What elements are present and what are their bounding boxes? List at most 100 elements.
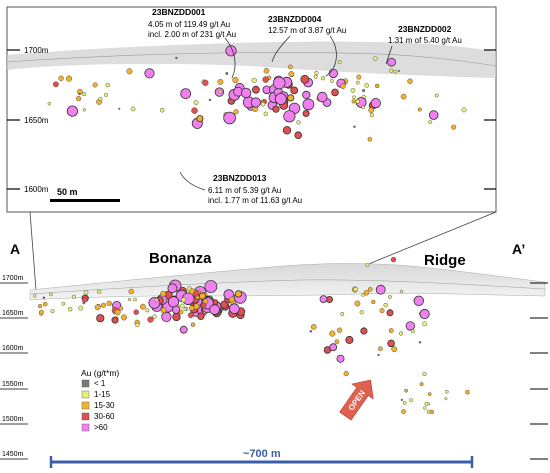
callout-line: incl. 2.00 m of 231 g/t Au xyxy=(148,30,236,39)
assay-point xyxy=(229,303,240,315)
assay-point xyxy=(337,327,343,333)
assay-point xyxy=(355,99,360,104)
callout-23bnzdd013: 23BNZDD013 6.11 m of 5.39 g/t Au incl. 1… xyxy=(179,171,302,205)
assay-point xyxy=(232,76,239,84)
assay-point xyxy=(345,335,354,344)
assay-point xyxy=(42,301,48,307)
assay-point xyxy=(336,354,345,363)
assay-point xyxy=(179,325,188,334)
assay-point xyxy=(197,312,205,320)
assay-point xyxy=(128,288,134,295)
callout-23bnzdd004: 23BNZDD004 12.57 m of 3.87 g/t Au xyxy=(268,14,346,77)
assay-point xyxy=(329,79,334,83)
assay-point xyxy=(387,339,395,348)
assay-point xyxy=(424,401,429,406)
assay-point xyxy=(434,93,439,98)
assay-point xyxy=(92,82,98,88)
assay-point xyxy=(388,328,394,333)
assay-point xyxy=(47,101,51,106)
assay-point xyxy=(160,307,167,314)
assay-point xyxy=(225,72,229,75)
assay-point xyxy=(49,292,53,297)
assay-point xyxy=(373,56,378,61)
callout-line: 12.57 m of 3.87 g/t Au xyxy=(268,26,346,35)
assay-point xyxy=(404,388,408,393)
elev-label-1550: 1550m xyxy=(2,381,24,388)
main-section: A A’ Bonanza Ridge 1700m 1650m 1600m 155… xyxy=(0,241,548,468)
assay-point xyxy=(294,131,303,140)
assay-point xyxy=(369,112,374,118)
assay-point xyxy=(240,87,252,99)
assay-point xyxy=(159,108,165,113)
assay-point xyxy=(302,98,315,111)
assay-point xyxy=(262,76,269,83)
width-scale: ~700 m xyxy=(49,448,474,468)
assay-point xyxy=(354,300,361,307)
assay-point xyxy=(287,94,295,102)
assay-point xyxy=(290,86,299,95)
assay-point xyxy=(152,314,157,319)
assay-point xyxy=(250,97,261,108)
assay-point xyxy=(399,331,404,336)
assay-point xyxy=(313,74,318,79)
assay-point xyxy=(39,309,44,315)
legend-swatch xyxy=(81,412,90,421)
assay-point xyxy=(377,353,380,357)
inset-assay-points xyxy=(47,45,467,142)
assay-point xyxy=(319,295,328,304)
assay-point xyxy=(200,302,207,309)
assay-point xyxy=(451,124,457,130)
assay-point xyxy=(302,90,311,100)
callout-line: 1.31 m of 5.40 g/t Au xyxy=(388,36,462,45)
assay-point xyxy=(410,329,415,334)
assay-point xyxy=(172,312,181,322)
assay-point xyxy=(386,309,394,317)
assay-point xyxy=(251,77,257,84)
assay-point xyxy=(202,79,209,86)
assay-point xyxy=(387,294,392,299)
assay-point xyxy=(331,88,339,97)
legend-swatch xyxy=(81,390,90,399)
assay-point xyxy=(375,83,380,89)
assay-point xyxy=(71,294,76,299)
assay-point xyxy=(100,302,106,308)
assay-point xyxy=(398,69,401,72)
assay-point xyxy=(126,68,133,75)
assay-point xyxy=(355,80,360,85)
callout-23bnzdd001: 23BNZDD001 4.05 m of 119.49 g/t Au incl.… xyxy=(148,7,236,79)
elev-label-1450: 1450m xyxy=(2,451,24,458)
assay-point xyxy=(145,308,150,313)
assay-point xyxy=(389,68,394,73)
assay-point xyxy=(422,371,427,377)
legend-label: >60 xyxy=(94,423,108,432)
assay-point xyxy=(181,297,186,303)
callout-hole-id: 23BNZDD001 xyxy=(152,7,206,17)
assay-point xyxy=(120,314,127,321)
assay-point xyxy=(234,290,242,298)
assay-point xyxy=(75,95,82,102)
assay-point xyxy=(309,329,313,333)
assay-point xyxy=(233,109,239,115)
legend-label: < 1 xyxy=(94,379,106,388)
assay-point xyxy=(356,74,362,80)
assay-point xyxy=(147,316,154,323)
assay-point xyxy=(288,64,293,70)
assay-point xyxy=(328,68,339,79)
assay-point xyxy=(33,294,37,298)
assay-point xyxy=(375,284,386,295)
assay-point xyxy=(352,95,356,100)
assay-point xyxy=(302,110,310,118)
legend-swatch xyxy=(81,423,90,432)
assay-point xyxy=(378,346,383,352)
assay-point xyxy=(361,105,366,109)
assay-point xyxy=(413,295,425,307)
assay-point xyxy=(314,70,319,75)
legend-swatch xyxy=(81,401,90,410)
assay-point xyxy=(350,88,356,93)
assay-point xyxy=(50,309,55,314)
assay-point xyxy=(423,406,427,410)
assay-point xyxy=(402,400,407,405)
assay-point xyxy=(329,343,338,352)
assay-point xyxy=(444,389,449,394)
assay-point xyxy=(204,280,218,293)
